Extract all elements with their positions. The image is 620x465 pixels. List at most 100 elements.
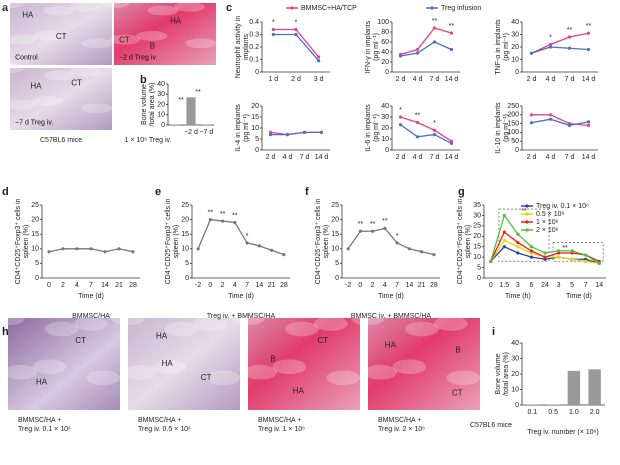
panel-letter: d — [2, 186, 9, 198]
y-tick-label: 20 — [511, 44, 519, 51]
tissue-texture — [111, 310, 145, 326]
x-tick-label: 4 — [233, 282, 237, 289]
y-tick-label: 20 — [331, 216, 339, 223]
y-tick-label: 5 — [477, 264, 481, 271]
y-axis-label: spleen (%) — [23, 225, 30, 258]
y-tick-label: 5 — [255, 136, 259, 143]
tissue-texture — [32, 30, 64, 41]
point — [407, 247, 411, 251]
significance: ** — [586, 23, 592, 30]
x-tick-label: 1.5 — [499, 282, 509, 289]
series-line — [531, 114, 589, 127]
point — [257, 244, 261, 248]
point — [415, 120, 420, 125]
image-caption: BMMSC/HA + — [378, 417, 421, 424]
y-tick-label: 0 — [477, 275, 481, 282]
image-label: B — [150, 42, 155, 51]
legend-marker — [525, 212, 529, 216]
point — [221, 219, 225, 223]
y-tick-label: 100 — [377, 19, 389, 26]
significance: * — [399, 107, 402, 114]
legend-label: BMMSC+HA/TCP — [301, 5, 357, 12]
panel-caption: C57BL6 mice — [40, 137, 82, 144]
y-tick-label: 25 — [31, 202, 39, 209]
y-tick-label: 0.2 — [249, 44, 259, 51]
significance: * — [272, 19, 275, 26]
image-label: HA — [385, 341, 397, 350]
point — [449, 47, 454, 52]
image-caption: Treg iv. 0.1 × 10⁶ — [18, 426, 71, 433]
point — [502, 230, 506, 234]
y-axis-label: IL-4 in implants — [235, 104, 242, 152]
y-tick-label: 15 — [473, 244, 481, 251]
significance: ** — [178, 97, 184, 104]
x-tick-label: 2 — [371, 282, 375, 289]
y-axis-label: /total area (%) — [503, 352, 510, 396]
tissue-texture — [81, 38, 112, 49]
y-tick-label: 40 — [157, 81, 165, 88]
legend-label: 2 × 10⁶ — [536, 227, 559, 234]
x-axis-label: Treg iv. number (× 10⁶) — [527, 429, 599, 436]
y-tick-label: 40 — [511, 340, 519, 347]
x-tick-label: 4 d — [283, 154, 293, 161]
y-tick-label: 0 — [255, 147, 259, 154]
point — [47, 250, 51, 254]
legend-label: 1 × 10⁶ — [536, 219, 559, 226]
point — [529, 255, 534, 259]
x-tick-label: 7 — [89, 282, 93, 289]
y-tick-label: 5 — [35, 260, 39, 267]
tissue-texture — [174, 1, 205, 12]
y-tick-label: 25 — [181, 202, 189, 209]
point — [208, 218, 212, 222]
bar — [588, 369, 601, 405]
y-tick-label: 20 — [381, 125, 389, 132]
point — [196, 247, 200, 251]
point — [502, 238, 506, 243]
x-tick-label: -2 — [195, 282, 201, 289]
image-caption: BMMSC/HA + — [138, 417, 181, 424]
point — [420, 250, 424, 254]
x-tick-label: 4 d — [413, 154, 423, 161]
x-tick-label: 0 — [47, 282, 51, 289]
tissue-texture — [446, 370, 481, 386]
point — [346, 247, 350, 251]
bar — [567, 370, 581, 405]
y-axis-label: CD4⁺CD25⁺Foxp3⁺ cells in — [315, 199, 322, 285]
x-tick-label: 7 d — [565, 154, 575, 161]
point — [432, 253, 436, 257]
x-axis-label: Time (h) — [505, 293, 531, 300]
panel-letter: b — [140, 74, 147, 86]
y-tick-label: 0.3 — [249, 31, 259, 38]
x-tick-label: 2 d — [266, 154, 276, 161]
image-label: CT — [317, 336, 328, 345]
legend-marker — [430, 6, 434, 10]
point — [529, 249, 534, 253]
legend-marker — [290, 6, 294, 10]
x-tick-label: 2 — [221, 282, 225, 289]
x-tick-label: 3 — [557, 282, 561, 289]
x-tick-label: 21 — [418, 282, 426, 289]
image-caption: BMMSC/HA + — [258, 417, 301, 424]
y-tick-label: 20 — [157, 101, 165, 108]
point — [268, 130, 273, 134]
x-tick-label: −2 d — [184, 129, 198, 136]
x-tick-label: 14 d — [582, 154, 596, 161]
point — [586, 123, 591, 127]
x-tick-label: 14 — [255, 282, 263, 289]
significance: ** — [195, 89, 201, 96]
point — [245, 241, 249, 245]
point — [586, 47, 591, 52]
point — [282, 253, 286, 257]
point — [584, 259, 588, 263]
point — [543, 255, 547, 259]
x-tick-label: 21 — [115, 282, 123, 289]
histology-image — [10, 68, 112, 130]
panel-letter: e — [155, 186, 161, 198]
point — [548, 113, 553, 117]
x-tick-label: 7 — [245, 282, 249, 289]
y-axis-label: CD4⁺CD25⁺Foxp3⁺ cells in — [165, 199, 172, 285]
point — [449, 141, 454, 145]
significance: ** — [382, 218, 388, 225]
significance: ** — [208, 209, 214, 216]
